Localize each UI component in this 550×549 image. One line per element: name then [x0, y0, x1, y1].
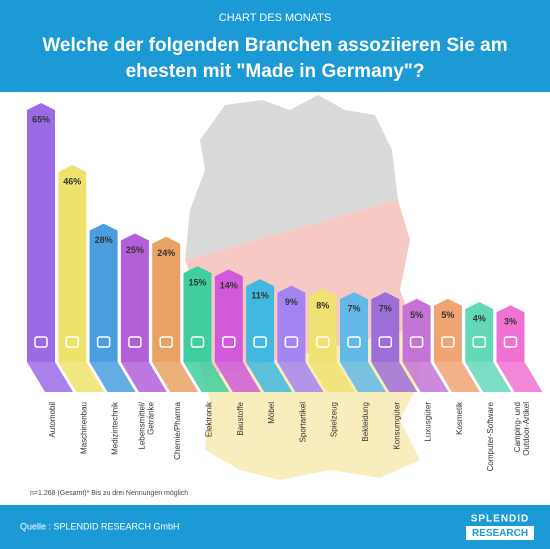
icon	[253, 336, 267, 348]
value-label: 5%	[410, 310, 423, 320]
bar	[465, 301, 494, 362]
logo: RESEARCH	[472, 528, 528, 539]
category-label: Kosmetik	[455, 401, 464, 435]
value-label: 65%	[32, 114, 50, 124]
value-label: 24%	[157, 248, 175, 258]
category-label: Luxusgüter	[424, 402, 433, 442]
icon	[472, 336, 486, 348]
category-label: Automobil	[48, 402, 57, 438]
bar	[214, 269, 243, 362]
ribbon	[340, 362, 386, 392]
icon	[190, 336, 205, 348]
value-label: 4%	[473, 313, 486, 323]
icon	[128, 336, 142, 348]
kicker: CHART DES MONATS	[219, 12, 331, 24]
bar	[496, 305, 525, 362]
category-label: Medizintechnik	[111, 401, 120, 455]
ribbon	[465, 362, 512, 392]
ribbon	[371, 362, 418, 392]
icon	[159, 336, 173, 348]
icon	[96, 336, 111, 348]
value-label: 46%	[63, 176, 81, 186]
bar	[433, 298, 462, 362]
category-label: Möbel	[267, 402, 276, 424]
footnote: n=1.268 (Gesamt)* Bis zu drei Nennungen …	[30, 490, 188, 497]
footer-band	[0, 505, 550, 549]
bar	[371, 292, 400, 362]
icon	[34, 336, 48, 348]
ribbon	[120, 362, 167, 392]
title: Welche der folgenden Branchen assoziiere…	[42, 35, 507, 56]
category-label: Bekleidung	[361, 402, 370, 442]
icon	[284, 336, 299, 348]
ribbon	[433, 362, 480, 392]
source: Quelle : SPLENDID RESEARCH GmbH	[20, 521, 180, 531]
value-label: 5%	[441, 310, 454, 320]
icon	[409, 336, 424, 348]
icon	[347, 336, 361, 348]
category-label: Camping- undOutdoor-Artikel	[513, 402, 531, 456]
icon	[378, 336, 393, 348]
icon	[503, 336, 518, 348]
value-label: 7%	[379, 304, 392, 314]
bar	[277, 285, 306, 362]
category-label: Elektronik	[205, 401, 214, 437]
bar	[340, 292, 368, 362]
bar	[152, 236, 181, 362]
value-label: 8%	[316, 300, 329, 310]
category-label: Maschinenbau	[79, 402, 88, 454]
ribbon	[214, 362, 261, 392]
bar	[58, 164, 87, 362]
value-label: 9%	[285, 297, 298, 307]
ribbon	[496, 362, 543, 392]
logo: SPLENDID	[471, 514, 530, 525]
category-label: Sportartikel	[299, 402, 308, 443]
bar	[402, 298, 431, 362]
category-label: Konsumgüter	[392, 402, 401, 450]
title: ehesten mit "Made in Germany"?	[126, 61, 425, 82]
ribbon	[402, 362, 449, 392]
ribbon	[277, 362, 324, 392]
category-label: Chemie/Pharma	[173, 401, 182, 459]
value-label: 3%	[504, 317, 517, 327]
category-label: Baustoffe	[236, 401, 245, 435]
icon	[222, 336, 236, 348]
header-band	[0, 0, 550, 92]
bar	[308, 288, 337, 362]
bar	[246, 279, 275, 362]
ribbon	[246, 362, 293, 392]
value-label: 14%	[220, 281, 238, 291]
icon	[65, 336, 80, 348]
bar	[183, 266, 212, 362]
bar	[27, 103, 55, 362]
value-label: 25%	[126, 245, 144, 255]
icon	[441, 336, 455, 348]
ribbon	[152, 362, 199, 392]
ribbon	[89, 362, 136, 392]
ribbon	[183, 362, 230, 392]
value-label: 7%	[347, 304, 360, 314]
value-label: 28%	[95, 235, 113, 245]
ribbon	[308, 362, 355, 392]
ribbon	[58, 362, 105, 392]
category-label: Computer-Software	[486, 401, 495, 471]
value-label: 15%	[188, 277, 206, 287]
bar	[120, 233, 149, 362]
category-label: Lebensmittel/Getränke	[138, 401, 156, 449]
ribbon	[27, 362, 73, 392]
icon	[315, 336, 330, 348]
bars: 65% Automobil 46% Maschinenbau 28% Medizintec…	[27, 103, 543, 471]
value-label: 11%	[251, 290, 269, 300]
logo-box	[466, 526, 534, 540]
category-label: Spielzeug	[330, 402, 339, 437]
bar	[89, 223, 118, 362]
